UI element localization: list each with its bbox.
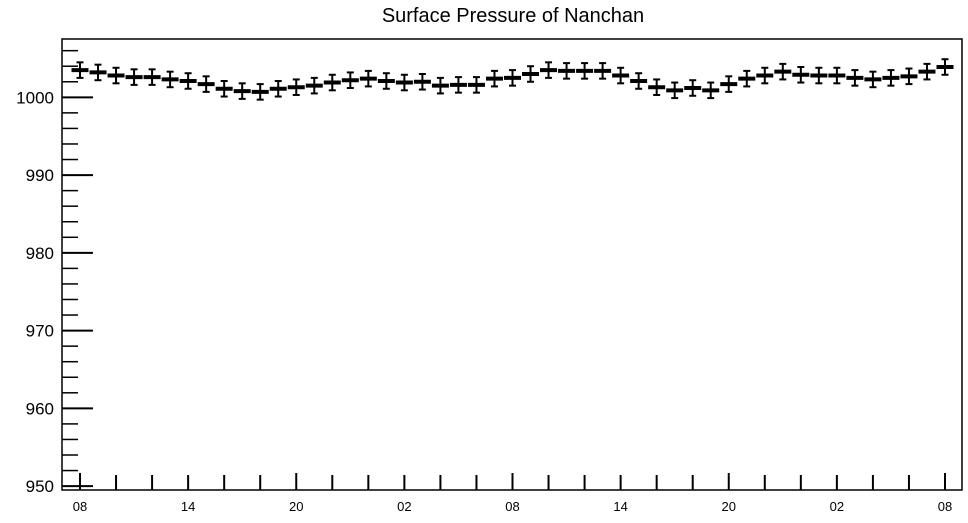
data-point [161,70,179,89]
data-point [251,83,269,101]
data-point [305,76,323,95]
data-point [431,76,449,95]
data-point [558,62,576,80]
x-axis: 08 14 20 02 08 14 20 02 08 [73,473,952,514]
data-point [377,72,395,90]
data-point [612,66,630,85]
data-point [323,73,341,92]
data-point [467,76,485,94]
y-tick-label: 950 [26,477,54,496]
data-point [738,69,756,88]
data-point [702,81,720,100]
data-point [449,76,467,94]
data-point [71,61,89,79]
data-point [936,58,954,76]
data-point [846,69,864,87]
data-point [666,81,684,100]
data-point [684,79,702,97]
x-tick-label: 14 [181,499,195,514]
y-tick-label: 1000 [16,88,54,107]
data-point [233,82,251,100]
data-point [720,75,738,93]
data-point [900,67,918,86]
data-point [395,73,413,92]
x-tick-label: 08 [505,499,519,514]
data-point [287,78,305,96]
data-point [918,62,936,81]
data-point [810,66,828,85]
x-tick-label: 14 [613,499,627,514]
data-point [485,69,503,88]
data-point [269,79,287,98]
data-point [107,66,125,85]
data-point [341,71,359,89]
data-point [648,78,666,96]
data-point [882,69,900,87]
data-point [143,68,161,86]
data-point [215,79,233,98]
data-point [828,66,846,85]
y-axis: 950 960 970 980 990 1000 [16,49,93,496]
data-point [504,69,521,87]
data-series [71,58,954,101]
data-point [540,61,558,79]
data-point [774,62,792,81]
y-tick-label: 960 [26,399,54,418]
x-tick-label: 20 [289,499,303,514]
data-point [89,63,107,82]
plot-frame [61,38,963,491]
data-point [413,72,431,91]
data-point [630,72,648,90]
x-tick-label: 08 [938,499,952,514]
x-tick-label: 02 [397,499,411,514]
data-point [594,62,612,80]
y-tick-label: 990 [26,166,54,185]
data-point [576,62,594,80]
data-point [359,69,377,88]
data-point [197,75,215,93]
data-point [522,65,540,83]
y-tick-label: 970 [26,322,54,341]
x-tick-label: 08 [73,499,87,514]
data-point [125,68,143,86]
x-tick-label: 20 [722,499,736,514]
data-point [179,72,197,90]
x-tick-label: 02 [830,499,844,514]
chart-title: Surface Pressure of Nanchan [382,5,644,27]
data-point [792,65,810,84]
data-point [756,66,774,85]
data-point [864,70,882,89]
y-tick-label: 980 [26,244,54,263]
